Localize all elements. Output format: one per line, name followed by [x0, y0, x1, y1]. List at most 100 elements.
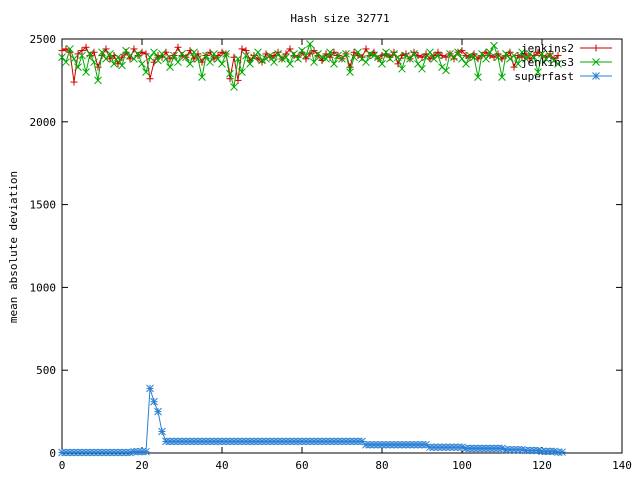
data-point-jenkins2: [350, 48, 358, 56]
axis-ticks: 0 20 40 60 80 100 120 140 0 500 1000 1500 2000 2500: [30, 33, 632, 472]
y-tick-label: 0: [49, 447, 56, 460]
data-point-jenkins3: [194, 55, 202, 63]
data-point-jenkins3: [398, 64, 406, 73]
data-point-jenkins3: [530, 53, 538, 62]
data-point-jenkins3: [138, 59, 146, 68]
data-point-jenkins3: [214, 55, 222, 63]
legend-marker-jenkins3: [592, 58, 600, 66]
data-point-jenkins3: [386, 55, 394, 63]
data-point-superfast: [146, 384, 154, 393]
y-tick-label: 2000: [30, 116, 57, 129]
data-point-jenkins3: [250, 53, 258, 62]
legend-label-jenkins3: jenkins3: [521, 56, 574, 69]
data-point-jenkins3: [514, 59, 522, 68]
data-point-jenkins3: [190, 48, 198, 57]
data-point-jenkins3: [478, 50, 486, 58]
data-point-superfast: [534, 446, 542, 455]
data-point-jenkins3: [62, 58, 70, 67]
data-point-jenkins2: [346, 63, 354, 71]
plot-frame: [61, 38, 623, 454]
data-point-jenkins3: [462, 59, 470, 68]
data-point-jenkins3: [230, 83, 238, 91]
data-point-jenkins2: [146, 75, 154, 83]
data-point-jenkins3: [326, 48, 334, 57]
data-point-jenkins3: [518, 48, 526, 57]
data-point-jenkins3: [278, 55, 286, 63]
data-point-jenkins2: [490, 53, 498, 61]
data-point-jenkins2: [82, 43, 90, 51]
data-point-jenkins2: [554, 52, 562, 60]
data-point-jenkins2: [126, 55, 134, 63]
data-point-jenkins3: [94, 76, 102, 85]
data-point-jenkins3: [454, 48, 462, 57]
data-point-jenkins3: [486, 48, 494, 57]
data-point-jenkins3: [66, 45, 74, 53]
data-point-superfast: [154, 407, 162, 416]
data-point-jenkins3: [318, 53, 326, 62]
data-point-jenkins3: [470, 53, 478, 62]
data-point-jenkins3: [522, 55, 530, 63]
legend-label-superfast: superfast: [514, 70, 574, 83]
data-point-jenkins2: [282, 50, 290, 58]
data-point-jenkins2: [70, 78, 78, 86]
data-point-jenkins2: [142, 50, 150, 58]
data-point-jenkins2: [242, 47, 250, 55]
data-point-jenkins2: [62, 45, 70, 53]
data-point-jenkins3: [382, 48, 390, 57]
data-point-jenkins3: [238, 68, 246, 76]
data-point-jenkins2: [78, 47, 86, 55]
data-point-jenkins2: [442, 53, 450, 61]
data-point-jenkins2: [130, 45, 138, 53]
data-point-jenkins3: [158, 50, 166, 58]
x-tick-label: 120: [532, 459, 552, 472]
data-point-jenkins2: [58, 47, 66, 55]
data-point-jenkins3: [162, 55, 170, 63]
data-point-jenkins2: [462, 52, 470, 60]
data-point-jenkins3: [114, 53, 122, 62]
x-tick-label: 140: [612, 459, 632, 472]
y-tick-label: 500: [36, 364, 56, 377]
data-point-jenkins3: [346, 68, 354, 76]
data-point-jenkins3: [78, 51, 86, 60]
data-point-jenkins3: [378, 59, 386, 68]
data-point-jenkins2: [438, 52, 446, 60]
data-point-jenkins3: [418, 64, 426, 73]
series-layer: [58, 40, 566, 457]
data-point-jenkins3: [106, 50, 114, 58]
data-point-jenkins3: [274, 50, 282, 58]
data-point-jenkins2: [166, 55, 174, 63]
data-point-jenkins3: [298, 46, 306, 55]
data-point-jenkins3: [422, 53, 430, 62]
data-point-jenkins3: [150, 48, 158, 57]
data-point-jenkins3: [322, 55, 330, 63]
data-point-superfast: [142, 447, 150, 456]
data-point-jenkins3: [482, 55, 490, 63]
data-point-jenkins3: [410, 50, 418, 58]
data-point-jenkins3: [182, 53, 190, 62]
data-point-jenkins3: [534, 68, 542, 76]
y-axis-label: mean absolute deviation: [7, 171, 20, 323]
data-point-jenkins3: [510, 51, 518, 60]
data-point-jenkins3: [90, 58, 98, 67]
data-point-jenkins3: [222, 50, 230, 58]
data-point-jenkins3: [498, 73, 506, 81]
series-jenkins2: [58, 43, 562, 86]
data-point-jenkins3: [258, 56, 266, 65]
data-point-jenkins3: [74, 63, 82, 72]
data-point-jenkins3: [350, 53, 358, 62]
data-point-jenkins3: [82, 68, 90, 76]
data-point-jenkins3: [286, 59, 294, 68]
data-point-jenkins3: [406, 55, 414, 63]
data-point-jenkins2: [238, 45, 246, 53]
data-point-jenkins2: [510, 63, 518, 71]
data-point-superfast: [558, 448, 566, 457]
data-point-jenkins3: [458, 55, 466, 63]
x-tick-label: 0: [59, 459, 66, 472]
data-point-jenkins3: [282, 53, 290, 62]
data-point-jenkins2: [226, 75, 234, 83]
data-point-jenkins3: [234, 55, 242, 63]
x-tick-label: 20: [135, 459, 148, 472]
data-point-superfast: [158, 427, 166, 436]
